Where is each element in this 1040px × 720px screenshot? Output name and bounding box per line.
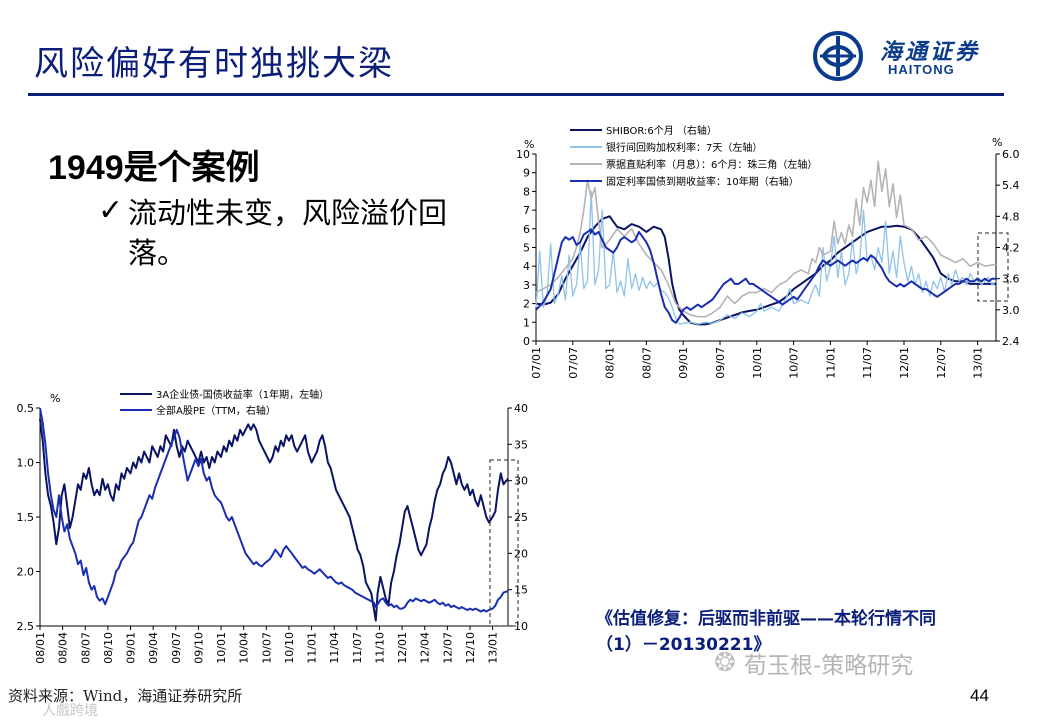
x-tick-label: 11/01 xyxy=(824,347,837,379)
page-number: 44 xyxy=(970,686,989,705)
x-tick-label: 12/07 xyxy=(441,632,454,664)
x-tick-label: 10/07 xyxy=(260,632,273,664)
left-tick-label: 1.0 xyxy=(17,457,35,470)
left-tick-label: 4 xyxy=(523,260,530,273)
x-tick-label: 08/07 xyxy=(79,632,92,664)
legend-label-3: 票据直贴利率（月息）：6个月：珠三角（左轴） xyxy=(606,158,817,171)
x-tick-label: 08/10 xyxy=(102,632,115,664)
left-tick-label: 7 xyxy=(523,204,530,217)
checkmark-icon: ✓ xyxy=(98,193,124,228)
x-tick-label: 11/07 xyxy=(861,347,874,379)
case-heading: 1949是个案例 xyxy=(48,149,260,187)
legend-label-2: 全部A股PE（TTM，右轴） xyxy=(156,404,276,417)
right-tick-label: 20 xyxy=(514,547,528,560)
legend-label-1: 3A企业债-国债收益率（1年期，左轴） xyxy=(156,388,329,401)
x-tick-label: 13/01 xyxy=(972,347,985,379)
x-tick-label: 10/07 xyxy=(788,347,801,379)
right-tick-label: 4.8 xyxy=(1002,210,1020,223)
right-tick-label: 15 xyxy=(514,584,528,597)
legend-label-1: SHIBOR:6个月 （右轴） xyxy=(606,124,717,137)
left-tick-label: 2.5 xyxy=(17,620,35,633)
left-tick-label: 1 xyxy=(523,316,530,329)
legend-label-4: 固定利率国债到期收益率：10年期（右轴） xyxy=(606,175,799,188)
x-tick-label: 09/10 xyxy=(192,632,205,664)
left-tick-label: 8 xyxy=(523,185,530,198)
x-tick-label: 12/10 xyxy=(464,632,477,664)
x-tick-label: 11/01 xyxy=(306,632,319,664)
x-tick-label: 13/01 xyxy=(487,632,500,664)
left-tick-label: 0 xyxy=(523,335,530,348)
report-reference: 《估值修复：后驱而非前驱——本轮行情不同 （1）－20130221》 xyxy=(596,606,936,658)
series-line-2 xyxy=(535,190,997,325)
report-title-line-1: 《估值修复：后驱而非前驱——本轮行情不同 xyxy=(596,609,936,629)
left-tick-label: 2.0 xyxy=(17,566,35,579)
bottom-watermark: 人戲跨境 xyxy=(42,703,98,719)
x-tick-label: 11/10 xyxy=(373,632,386,664)
right-tick-label: 5.4 xyxy=(1002,179,1020,192)
legend-label-2: 银行间回购加权利率：7天（左轴） xyxy=(606,141,762,154)
watermark-text: 荀玉根-策略研究 xyxy=(744,653,914,679)
left-tick-label: 5 xyxy=(523,242,530,255)
x-tick-label: 08/01 xyxy=(34,632,47,664)
x-tick-label: 12/04 xyxy=(419,632,432,664)
x-tick-label: 09/07 xyxy=(170,632,183,664)
x-tick-label: 11/07 xyxy=(351,632,364,664)
right-tick-label: 6.0 xyxy=(1002,148,1020,161)
wechat-icon: ❂ xyxy=(714,648,736,678)
report-title-line-2: （1）－20130221》 xyxy=(596,635,771,655)
left-tick-label: 9 xyxy=(523,167,530,180)
x-tick-label: 08/07 xyxy=(640,347,653,379)
left-tick-label: 1.5 xyxy=(17,511,35,524)
highlight-box xyxy=(489,459,519,627)
right-tick-label: 4.2 xyxy=(1002,242,1020,255)
slide-title: 风险偏好有时独挑大梁 xyxy=(34,44,394,84)
right-tick-label: 10 xyxy=(514,620,528,633)
haitong-emblem-icon xyxy=(813,31,863,81)
x-tick-label: 10/01 xyxy=(215,632,228,664)
x-tick-label: 10/01 xyxy=(751,347,764,379)
series-line-4 xyxy=(535,228,996,324)
left-axis-unit: % xyxy=(50,392,60,405)
left-tick-label: 6 xyxy=(523,223,530,236)
x-tick-label: 09/01 xyxy=(677,347,690,379)
right-tick-label: 3.0 xyxy=(1002,304,1020,317)
x-tick-label: 10/10 xyxy=(283,632,296,664)
x-tick-label: 09/01 xyxy=(125,632,138,664)
logo-chinese-name: 海通证券 xyxy=(880,39,981,65)
haitong-logo xyxy=(813,31,863,81)
title-divider xyxy=(28,93,1004,96)
right-tick-label: 35 xyxy=(514,438,528,451)
x-tick-label: 12/07 xyxy=(935,347,948,379)
x-tick-label: 12/01 xyxy=(898,347,911,379)
right-tick-label: 25 xyxy=(514,511,528,524)
highlight-box xyxy=(977,232,1009,302)
logo-english-name: HAITONG xyxy=(888,62,955,77)
series-line-2 xyxy=(39,407,509,613)
bottom-left-chart: 0.5 1.0 1.5 2.0 2.5 10 15 20 25 30 35 40% 08/01 08/04… xyxy=(17,388,529,664)
x-tick-label: 09/07 xyxy=(714,347,727,379)
x-tick-label: 08/01 xyxy=(604,347,617,379)
series-line-1 xyxy=(39,418,509,622)
top-right-chart: 0 1 2 3 4 5 6 7 8 9 10 2.4 3.0 3.6 4.2 4.8 5.4 6.0% % 07/01… xyxy=(516,124,1020,379)
x-tick-label: 10/04 xyxy=(238,632,251,664)
left-axis-unit: % xyxy=(524,138,534,151)
left-tick-label: 2 xyxy=(523,298,530,311)
series-line-3 xyxy=(535,160,997,318)
left-tick-label: 3 xyxy=(523,279,530,292)
x-tick-label: 08/04 xyxy=(57,632,70,664)
right-tick-label: 40 xyxy=(514,402,528,415)
case-bullet-text: 流动性未变，风险溢价回落。 xyxy=(128,196,448,270)
right-tick-label: 30 xyxy=(514,475,528,488)
x-tick-label: 07/07 xyxy=(567,347,580,379)
left-tick-label: 10 xyxy=(516,148,530,161)
x-tick-label: 12/01 xyxy=(396,632,409,664)
x-tick-label: 09/04 xyxy=(147,632,160,664)
x-tick-label: 11/04 xyxy=(328,632,341,664)
right-tick-label: 2.4 xyxy=(1002,335,1020,348)
right-tick-label: 3.6 xyxy=(1002,273,1020,286)
right-axis-unit: % xyxy=(992,136,1002,149)
x-tick-label: 07/01 xyxy=(530,347,543,379)
left-tick-label: 0.5 xyxy=(17,402,35,415)
source-note: 资料来源：Wind，海通证券研究所 xyxy=(8,687,243,705)
